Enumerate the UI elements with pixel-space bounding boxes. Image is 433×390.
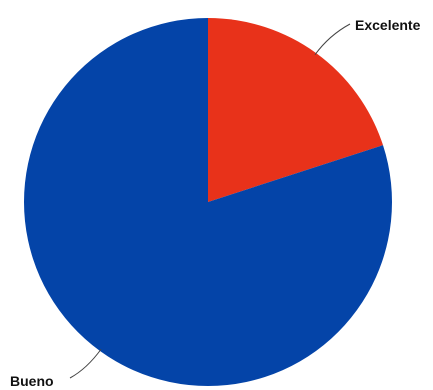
pie-slice-bueno bbox=[23, 18, 393, 386]
pie-leader-lines bbox=[69, 23, 351, 379]
slice-label-excelente: Excelente bbox=[355, 17, 421, 33]
pie-slice-excelente bbox=[208, 18, 383, 202]
pie-labels: Excelente Bueno bbox=[10, 17, 421, 389]
leader-line-bueno bbox=[69, 348, 102, 379]
pie-slices bbox=[23, 18, 393, 386]
slice-label-bueno: Bueno bbox=[10, 373, 54, 389]
leader-line-excelente bbox=[314, 23, 351, 56]
